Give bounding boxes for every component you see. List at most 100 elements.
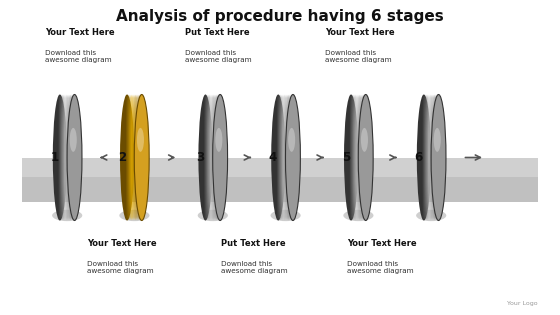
Ellipse shape <box>351 94 352 220</box>
Ellipse shape <box>63 94 64 220</box>
Ellipse shape <box>59 94 60 220</box>
Ellipse shape <box>428 94 429 220</box>
Ellipse shape <box>127 94 128 220</box>
Ellipse shape <box>286 94 287 220</box>
Text: Your Text Here: Your Text Here <box>45 28 114 37</box>
Ellipse shape <box>438 94 439 220</box>
Ellipse shape <box>438 94 439 220</box>
Text: 6: 6 <box>414 151 423 164</box>
Ellipse shape <box>363 94 364 220</box>
Ellipse shape <box>270 210 301 221</box>
Ellipse shape <box>284 94 285 220</box>
Ellipse shape <box>214 94 215 220</box>
Ellipse shape <box>294 94 295 220</box>
Ellipse shape <box>361 94 362 220</box>
Bar <box>22 158 538 177</box>
Ellipse shape <box>430 94 431 220</box>
Ellipse shape <box>423 94 424 220</box>
Ellipse shape <box>59 94 60 220</box>
Ellipse shape <box>432 94 433 220</box>
Ellipse shape <box>210 94 211 220</box>
Ellipse shape <box>423 94 424 220</box>
Ellipse shape <box>211 94 212 220</box>
Ellipse shape <box>62 94 63 220</box>
Ellipse shape <box>366 94 367 220</box>
Ellipse shape <box>216 94 217 220</box>
Ellipse shape <box>139 94 140 220</box>
Ellipse shape <box>131 94 132 220</box>
Ellipse shape <box>431 94 446 220</box>
Ellipse shape <box>292 94 293 220</box>
Ellipse shape <box>287 94 288 220</box>
Ellipse shape <box>344 94 358 220</box>
Text: 2: 2 <box>118 151 126 164</box>
Text: 5: 5 <box>342 151 350 164</box>
Ellipse shape <box>219 94 220 220</box>
Ellipse shape <box>436 94 437 220</box>
Ellipse shape <box>349 94 350 220</box>
Ellipse shape <box>69 128 77 152</box>
Ellipse shape <box>120 94 134 220</box>
Ellipse shape <box>209 94 210 220</box>
Ellipse shape <box>357 94 358 220</box>
Ellipse shape <box>362 94 363 220</box>
Text: 3: 3 <box>196 151 204 164</box>
Ellipse shape <box>220 94 221 220</box>
Ellipse shape <box>290 94 291 220</box>
Ellipse shape <box>128 94 129 220</box>
Ellipse shape <box>215 128 222 152</box>
Ellipse shape <box>137 128 144 152</box>
Ellipse shape <box>61 94 62 220</box>
Ellipse shape <box>125 94 126 220</box>
Ellipse shape <box>119 210 150 221</box>
Ellipse shape <box>216 94 217 220</box>
Text: Download this
awesome diagram: Download this awesome diagram <box>185 50 251 63</box>
Ellipse shape <box>361 128 368 152</box>
Ellipse shape <box>126 94 127 220</box>
Ellipse shape <box>132 94 133 220</box>
Ellipse shape <box>283 94 284 220</box>
Text: Your Text Here: Your Text Here <box>347 239 417 249</box>
Ellipse shape <box>417 94 431 220</box>
Ellipse shape <box>134 94 135 220</box>
Ellipse shape <box>430 94 431 220</box>
Ellipse shape <box>65 94 66 220</box>
Ellipse shape <box>72 94 73 220</box>
Ellipse shape <box>141 94 142 220</box>
Ellipse shape <box>220 94 221 220</box>
Ellipse shape <box>70 94 71 220</box>
Ellipse shape <box>69 94 70 220</box>
Ellipse shape <box>206 94 207 220</box>
Ellipse shape <box>285 94 286 220</box>
Ellipse shape <box>139 94 140 220</box>
Ellipse shape <box>198 210 228 221</box>
Ellipse shape <box>433 128 441 152</box>
Ellipse shape <box>279 94 280 220</box>
Ellipse shape <box>432 94 433 220</box>
Ellipse shape <box>365 94 366 220</box>
Ellipse shape <box>278 94 279 220</box>
Ellipse shape <box>205 94 206 220</box>
Text: Put Text Here: Put Text Here <box>221 239 286 249</box>
Ellipse shape <box>211 94 212 220</box>
Ellipse shape <box>129 94 130 220</box>
Ellipse shape <box>280 94 281 220</box>
Ellipse shape <box>352 94 353 220</box>
Ellipse shape <box>213 94 214 220</box>
Ellipse shape <box>439 94 440 220</box>
Ellipse shape <box>212 94 213 220</box>
Bar <box>22 177 538 202</box>
Text: Download this
awesome diagram: Download this awesome diagram <box>87 261 153 274</box>
Ellipse shape <box>198 94 213 220</box>
Text: Download this
awesome diagram: Download this awesome diagram <box>221 261 288 274</box>
Ellipse shape <box>130 94 132 220</box>
Ellipse shape <box>289 94 290 220</box>
Ellipse shape <box>133 94 134 220</box>
Ellipse shape <box>351 94 352 220</box>
Ellipse shape <box>142 94 143 220</box>
Ellipse shape <box>218 94 219 220</box>
Ellipse shape <box>207 94 208 220</box>
Ellipse shape <box>434 94 435 220</box>
Ellipse shape <box>357 94 358 220</box>
Ellipse shape <box>221 94 222 220</box>
